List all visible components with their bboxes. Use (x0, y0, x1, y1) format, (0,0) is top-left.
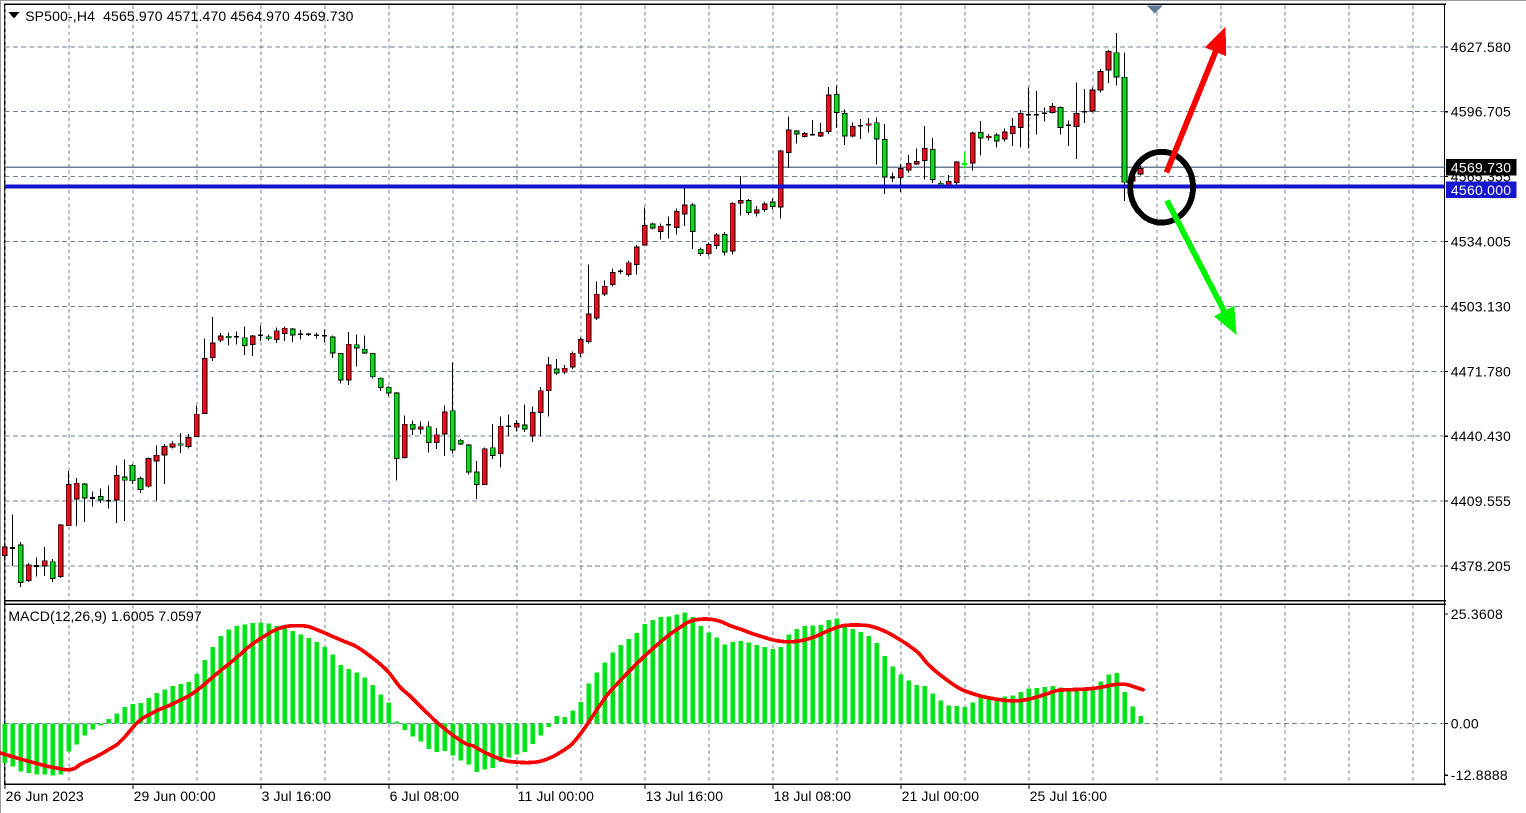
svg-text:13 Jul 16:00: 13 Jul 16:00 (646, 788, 724, 804)
svg-text:4378.205: 4378.205 (1451, 558, 1511, 574)
svg-text:4503.130: 4503.130 (1451, 298, 1511, 314)
svg-text:6 Jul 08:00: 6 Jul 08:00 (390, 788, 460, 804)
svg-text:26 Jun 2023: 26 Jun 2023 (6, 788, 84, 804)
svg-text:21 Jul 00:00: 21 Jul 00:00 (902, 788, 980, 804)
svg-text:4596.705: 4596.705 (1451, 104, 1511, 120)
svg-text:4440.430: 4440.430 (1451, 428, 1511, 444)
svg-text:25 Jul 16:00: 25 Jul 16:00 (1030, 788, 1108, 804)
svg-text:0.00: 0.00 (1451, 716, 1479, 732)
svg-text:18 Jul 08:00: 18 Jul 08:00 (774, 788, 852, 804)
svg-text:4409.555: 4409.555 (1451, 493, 1511, 509)
svg-text:4569.730: 4569.730 (1451, 159, 1511, 175)
svg-text:25.3608: 25.3608 (1451, 606, 1503, 622)
svg-text:-12.8888: -12.8888 (1451, 767, 1508, 783)
svg-text:4560.000: 4560.000 (1451, 182, 1511, 198)
svg-text:MACD(12,26,9) 1.6005 7.0597: MACD(12,26,9) 1.6005 7.0597 (8, 608, 201, 624)
svg-text:4627.580: 4627.580 (1451, 39, 1511, 55)
svg-text:SP500-,H4 4565.970 4571.470 4: SP500-,H4 4565.970 4571.470 4564.970 456… (25, 8, 353, 24)
svg-text:3 Jul 16:00: 3 Jul 16:00 (262, 788, 332, 804)
svg-text:4471.780: 4471.780 (1451, 363, 1511, 379)
svg-text:4534.005: 4534.005 (1451, 234, 1511, 250)
svg-text:29 Jun 00:00: 29 Jun 00:00 (134, 788, 216, 804)
svg-text:11 Jul 00:00: 11 Jul 00:00 (518, 788, 595, 804)
